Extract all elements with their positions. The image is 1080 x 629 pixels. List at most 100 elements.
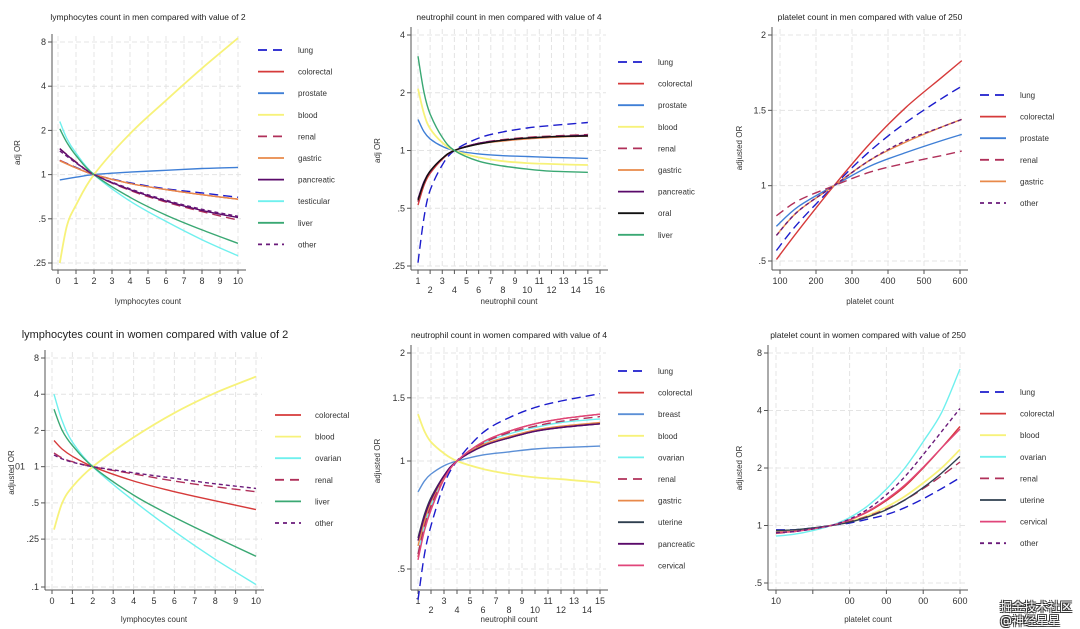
legend: lung colorectal prostate renal gastric other [980, 91, 1054, 208]
x-tick-label: 10 [530, 605, 540, 615]
x-tick-label: 200 [808, 276, 823, 286]
x-tick-label: 14 [582, 605, 592, 615]
chart-title: platelet count in women compared with va… [770, 330, 966, 340]
legend: lung colorectal breast blood ovarian renal gas… [618, 367, 695, 570]
x-tick-label: 13 [569, 596, 579, 606]
x-tick-label: 10 [522, 285, 532, 295]
y-tick-label: 4 [41, 81, 46, 91]
chart-title: neutrophil count in women compared with … [411, 330, 607, 340]
legend-label-liver: liver [298, 219, 313, 228]
x-tick-label: 12 [556, 605, 566, 615]
x-tick-label: 1 [73, 276, 78, 286]
legend-label-blood: blood [658, 432, 678, 441]
x-tick-label: 2 [90, 596, 95, 606]
x-tick-label: 00 [918, 596, 928, 606]
series-line-pancreatic [59, 148, 239, 219]
y-tick-label: 2 [400, 88, 405, 98]
y-tick-label: 2 [761, 30, 766, 40]
legend-label-pancreatic: pancreatic [298, 176, 335, 185]
chart-women-neutro: neutrophil count in women compared with … [373, 330, 695, 624]
chart-women-platelet: platelet count in women compared with va… [735, 330, 1054, 624]
legend-label-other: other [298, 240, 317, 249]
legend-label-ovarian: ovarian [658, 453, 684, 462]
series-line-colorectal [53, 440, 257, 511]
x-tick-label: 7 [192, 596, 197, 606]
y-tick-label: .01 [12, 462, 25, 472]
series-line-gastric [775, 118, 963, 236]
x-axis-label: neutrophil count [481, 297, 539, 306]
y-tick-label: 4 [34, 389, 39, 399]
x-tick-label: 4 [131, 596, 136, 606]
series-line-prostate [417, 119, 588, 160]
series-line-lung [775, 85, 963, 251]
series-line-testicular [59, 121, 239, 257]
y-tick-label: 4 [757, 406, 762, 416]
legend-label-colorectal: colorectal [1020, 113, 1054, 122]
series-line-other [775, 408, 961, 534]
x-tick-label: 12 [546, 285, 556, 295]
y-tick-label: 1 [41, 170, 46, 180]
x-tick-label: 8 [500, 285, 505, 295]
x-tick-label: 2 [428, 605, 433, 615]
x-tick-label: 13 [559, 276, 569, 286]
series-line-blood [58, 37, 239, 264]
legend-label-blood: blood [1020, 431, 1040, 440]
series-line-other [775, 118, 963, 236]
x-tick-label: 00 [845, 596, 855, 606]
x-tick-label: 3 [441, 596, 446, 606]
x-tick-label: 0 [49, 596, 54, 606]
y-tick-label: .5 [38, 214, 46, 224]
x-tick-label: 3 [111, 596, 116, 606]
chart-title: lymphocytes count in women compared with… [22, 329, 289, 341]
x-tick-label: 6 [480, 605, 485, 615]
x-axis-label: platelet count [844, 615, 892, 624]
y-tick-label: 1 [400, 146, 405, 156]
legend-label-lung: lung [1020, 91, 1035, 100]
legend-label-testicular: testicular [298, 197, 330, 206]
legend-label-gastric: gastric [298, 154, 322, 163]
x-tick-label: 2 [91, 276, 96, 286]
chart-men-neutro: neutrophil count in men compared with va… [373, 12, 695, 306]
legend-label-colorectal: colorectal [658, 389, 692, 398]
legend-label-breast: breast [658, 410, 681, 419]
legend: lung colorectal blood ovarian renal uterine ce… [980, 388, 1054, 548]
x-tick-label: 5 [464, 276, 469, 286]
legend-label-renal: renal [1020, 156, 1038, 165]
x-tick-label: 1 [415, 596, 420, 606]
legend-label-other: other [1020, 539, 1039, 548]
x-tick-label: 4 [452, 285, 457, 295]
y-tick-label: 8 [41, 37, 46, 47]
legend-label-gastric: gastric [1020, 177, 1044, 186]
series-line-breast [417, 445, 601, 493]
series-line-blood [417, 413, 601, 484]
x-tick-label: 11 [535, 276, 544, 286]
x-tick-label: 500 [916, 276, 931, 286]
x-tick-label: 15 [595, 596, 605, 606]
legend-label-ovarian: ovarian [1020, 453, 1046, 462]
series-line-renal [775, 461, 961, 534]
y-tick-label: 1 [757, 521, 762, 531]
series-line-gastric [59, 160, 239, 200]
legend-label-blood: blood [658, 123, 678, 132]
legend-label-cervical: cervical [1020, 518, 1047, 527]
y-tick-label: .5 [397, 564, 405, 574]
series-line-blood [417, 88, 588, 166]
legend-label-gastric: gastric [658, 497, 682, 506]
series-line-ovarian [775, 368, 961, 537]
y-tick-label: 2 [400, 348, 405, 358]
series-line-colorectal [775, 60, 963, 260]
chart-women-lymph: lymphocytes count in women compared with… [7, 329, 349, 624]
x-axis-label: lymphocytes count [115, 297, 182, 306]
y-tick-label: 1 [400, 456, 405, 466]
x-tick-label: 1 [70, 596, 75, 606]
x-tick-label: 0 [55, 276, 60, 286]
x-tick-label: 7 [493, 596, 498, 606]
y-tick-label: .5 [31, 498, 39, 508]
legend-label-colorectal: colorectal [315, 411, 349, 420]
y-tick-label: .5 [754, 578, 762, 588]
series-line-blood [53, 375, 257, 530]
x-tick-label: 10 [771, 596, 781, 606]
legend-label-renal: renal [658, 144, 676, 153]
legend-label-renal: renal [298, 132, 316, 141]
